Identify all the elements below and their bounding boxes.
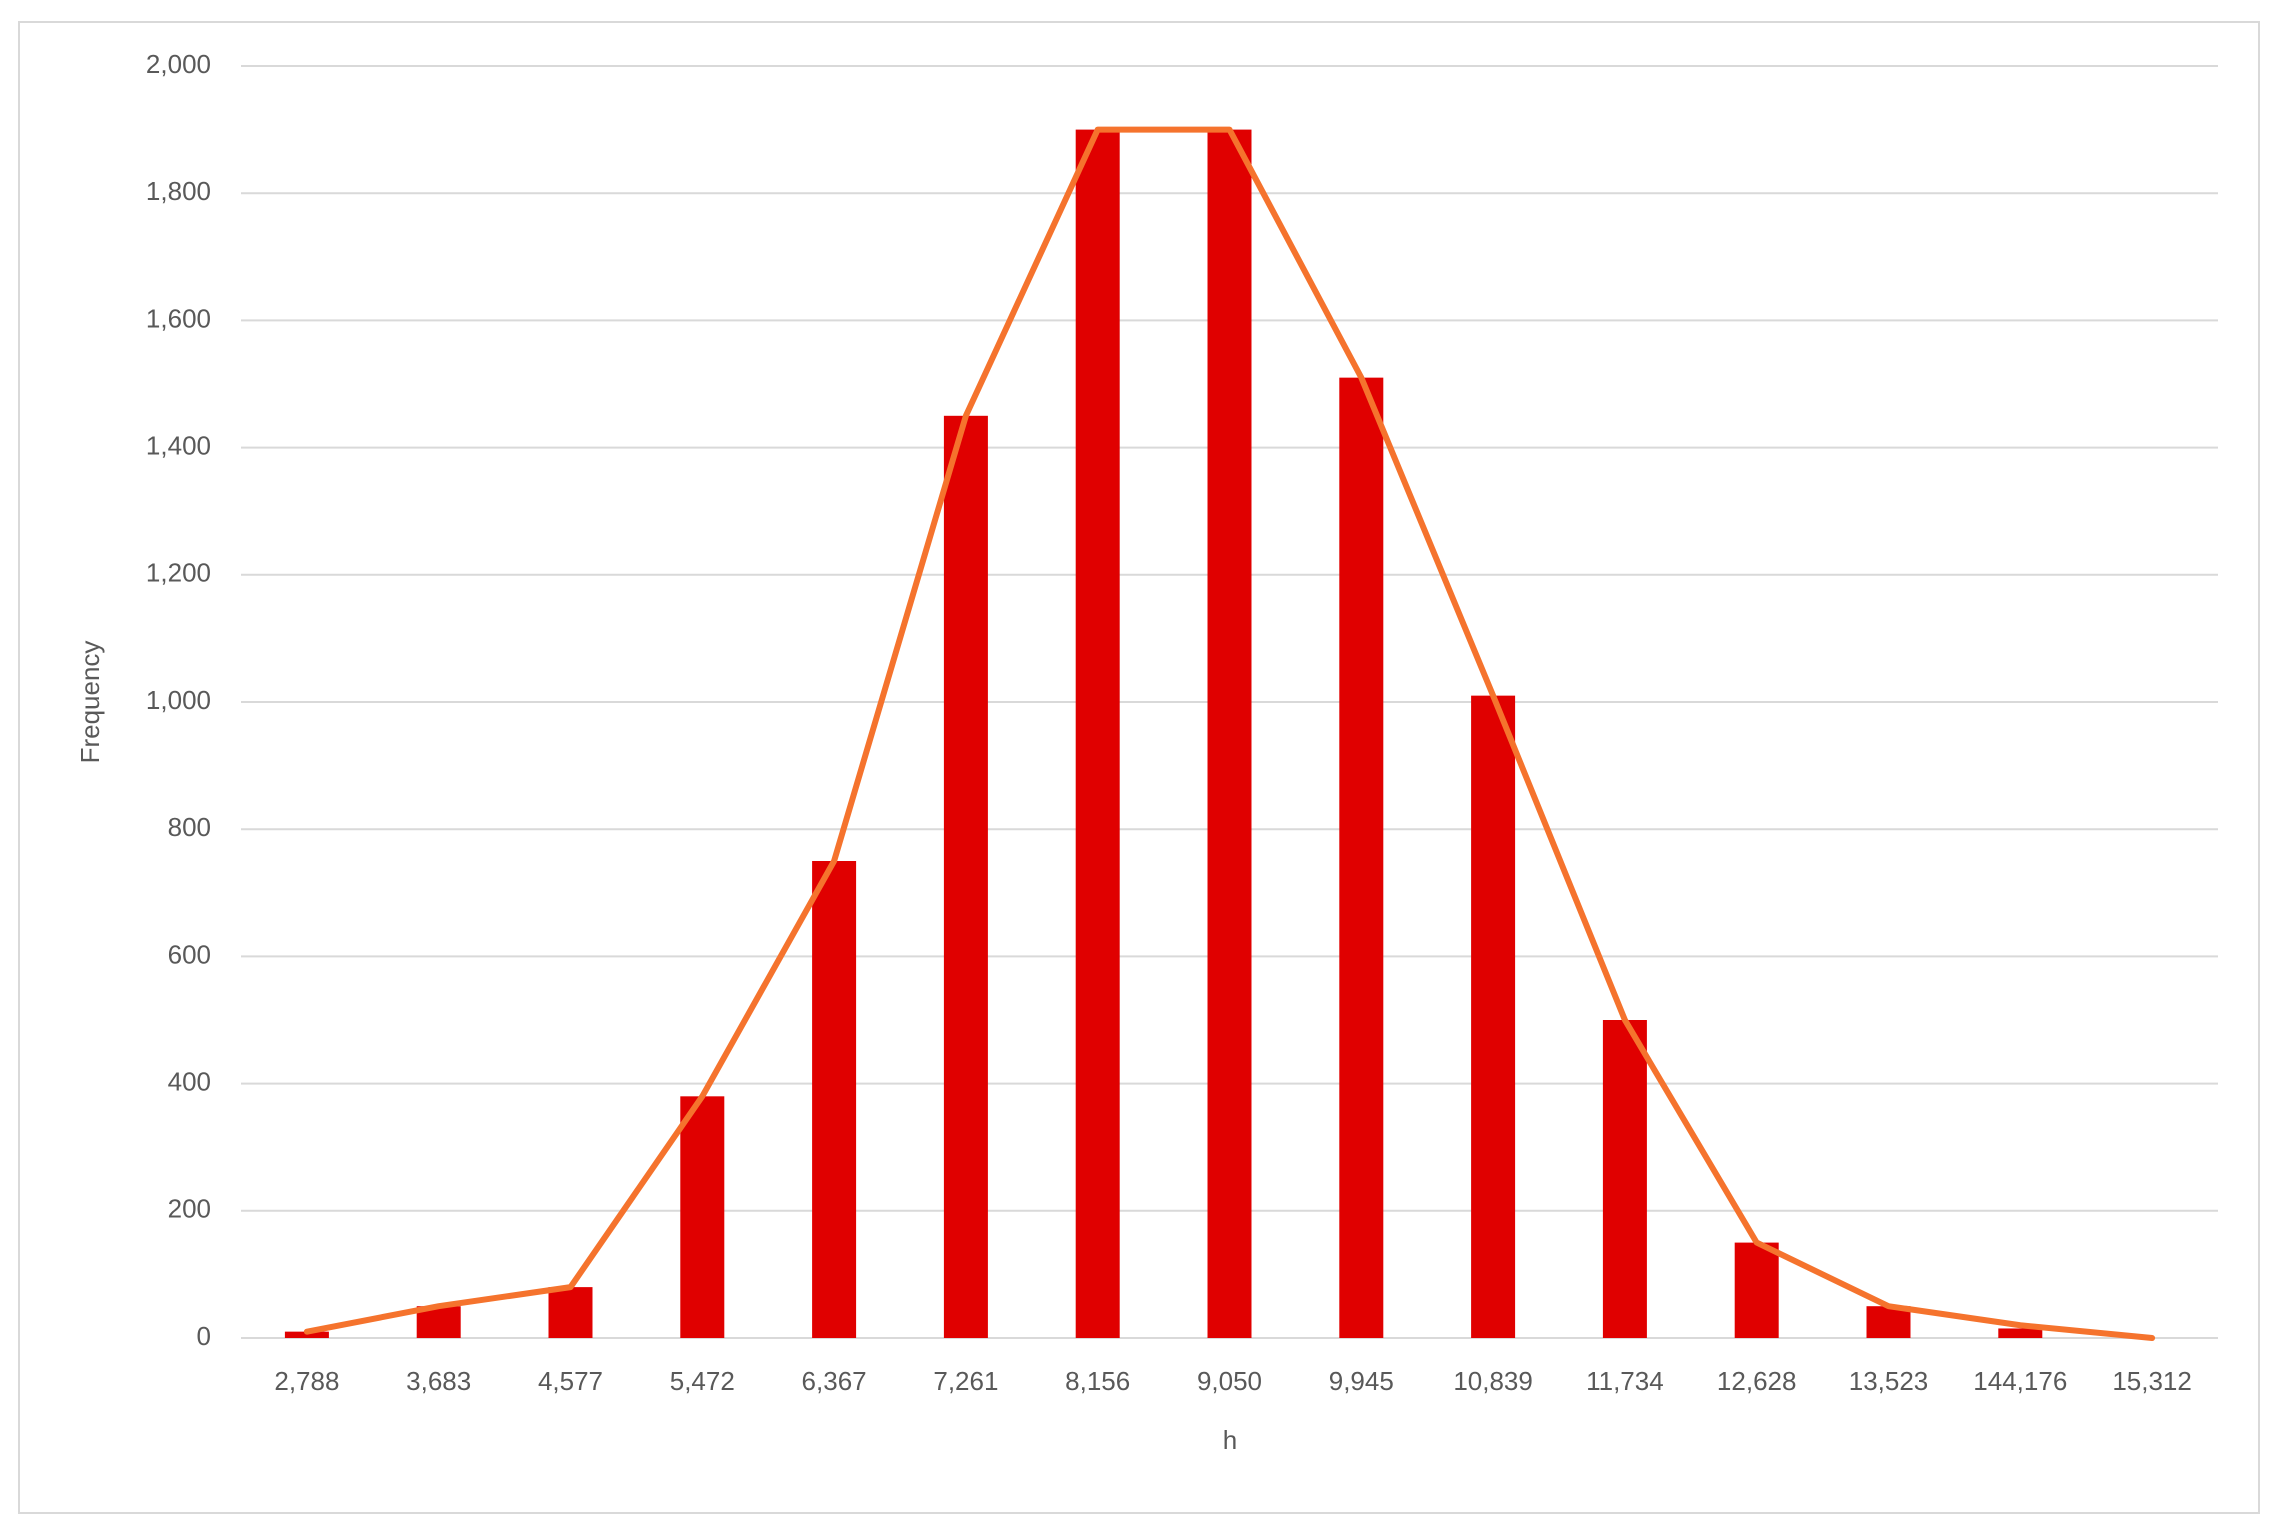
y-tick-label: 200 bbox=[168, 1194, 211, 1224]
x-tick-label: 2,788 bbox=[274, 1366, 339, 1396]
bar bbox=[680, 1096, 725, 1338]
bar bbox=[1207, 129, 1252, 1339]
y-tick-label: 1,200 bbox=[146, 558, 211, 588]
x-tick-label: 15,312 bbox=[2112, 1366, 2192, 1396]
bar bbox=[1339, 377, 1384, 1338]
line bbox=[303, 126, 2156, 1341]
bar bbox=[1602, 1020, 1647, 1338]
x-tick-label: 13,523 bbox=[1849, 1366, 1929, 1396]
x-tick-label: 12,628 bbox=[1717, 1366, 1797, 1396]
y-tick-label: 600 bbox=[168, 939, 211, 969]
bar bbox=[548, 1287, 593, 1338]
bar bbox=[284, 1331, 329, 1338]
y-tick-label: 1,000 bbox=[146, 685, 211, 715]
x-tick-label: 6,367 bbox=[802, 1366, 867, 1396]
y-tick-label: 0 bbox=[197, 1321, 211, 1351]
y-tick-label: 1,600 bbox=[146, 303, 211, 333]
bar bbox=[812, 861, 857, 1338]
bar bbox=[1734, 1242, 1779, 1338]
y-axis-title: Frequency bbox=[75, 641, 105, 764]
bar bbox=[1471, 695, 1516, 1338]
y-tick-label: 400 bbox=[168, 1066, 211, 1096]
bar bbox=[1866, 1306, 1911, 1338]
y-tick-label: 1,400 bbox=[146, 430, 211, 460]
chart-border bbox=[18, 21, 2260, 1514]
x-tick-label: 5,472 bbox=[670, 1366, 735, 1396]
x-tick-label: 144,176 bbox=[1973, 1366, 2067, 1396]
x-tick-label: 8,156 bbox=[1065, 1366, 1130, 1396]
bar bbox=[1075, 129, 1120, 1339]
x-tick-label: 9,945 bbox=[1329, 1366, 1394, 1396]
x-tick-label: 7,261 bbox=[933, 1366, 998, 1396]
bar bbox=[943, 415, 988, 1338]
x-tick-label: 11,734 bbox=[1586, 1366, 1664, 1396]
bar bbox=[1998, 1328, 2043, 1338]
x-tick-label: 3,683 bbox=[406, 1366, 471, 1396]
x-axis-title: h bbox=[1223, 1425, 1237, 1455]
x-tick-label: 9,050 bbox=[1197, 1366, 1262, 1396]
y-tick-label: 1,800 bbox=[146, 176, 211, 206]
y-tick-label: 2,000 bbox=[146, 49, 211, 79]
y-tick-label: 800 bbox=[168, 812, 211, 842]
x-tick-label: 4,577 bbox=[538, 1366, 603, 1396]
x-tick-label: 10,839 bbox=[1453, 1366, 1533, 1396]
